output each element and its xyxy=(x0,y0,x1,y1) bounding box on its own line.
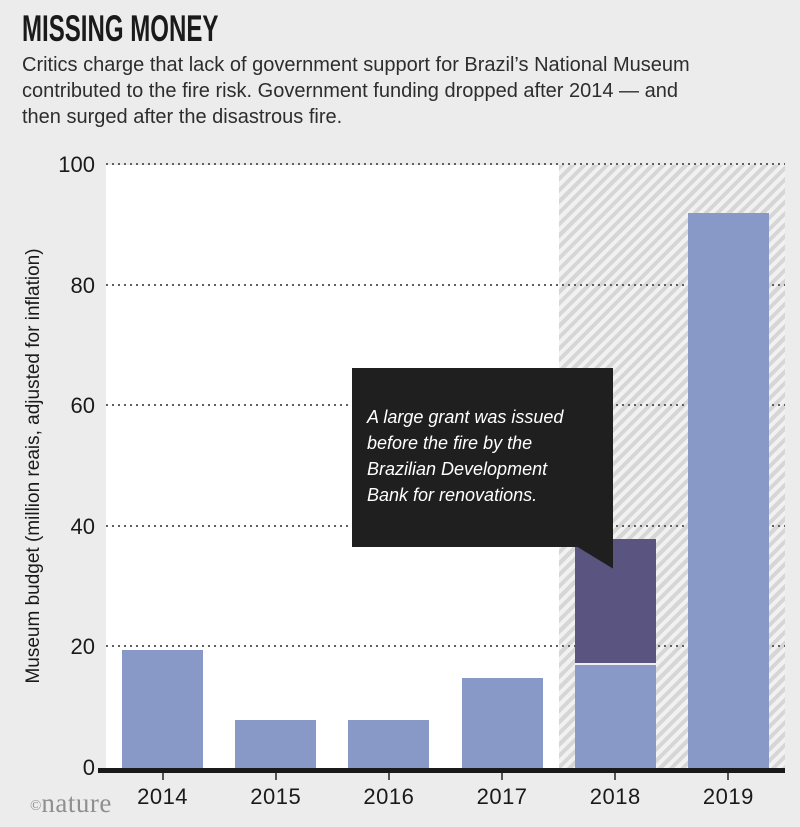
x-tick-label-2016: 2016 xyxy=(363,784,415,809)
figure-title: MISSING MONEY xyxy=(22,8,219,49)
copyright-icon: © xyxy=(30,798,42,814)
gridline-100 xyxy=(106,163,785,165)
y-tick-label-80: 80 xyxy=(70,272,95,298)
nature-logo: ©nature xyxy=(30,788,112,819)
figure-subtitle: Critics charge that lack of government s… xyxy=(22,54,690,128)
bar-2016 xyxy=(348,719,430,768)
x-tick-label-2014: 2014 xyxy=(137,784,189,809)
y-tick-label-40: 40 xyxy=(70,513,95,539)
x-tick-label-2019: 2019 xyxy=(702,784,754,809)
gridline-20 xyxy=(106,645,785,648)
y-tick-label-60: 60 xyxy=(70,393,95,419)
annotation-text: A large grant was issued before the fire… xyxy=(367,407,564,506)
bar-2018 xyxy=(574,665,656,768)
y-tick-label-0: 0 xyxy=(82,755,95,780)
bar-2014 xyxy=(122,650,204,768)
x-tick-2014 xyxy=(161,773,164,780)
bar-2015 xyxy=(235,719,317,768)
bar-2019 xyxy=(687,213,769,768)
y-tick-label-20: 20 xyxy=(70,634,95,660)
y-axis-label: Museum budget (million reais, adjusted f… xyxy=(23,248,44,684)
x-tick-label-2015: 2015 xyxy=(250,784,302,809)
annotation-callout: A large grant was issued before the fire… xyxy=(352,368,613,569)
x-tick-2017 xyxy=(501,773,504,780)
x-tick-2016 xyxy=(387,773,390,780)
x-tick-label-2018: 2018 xyxy=(589,784,641,809)
bar-2017 xyxy=(461,677,543,768)
x-tick-2015 xyxy=(274,773,277,780)
bar-2018-grant-segment xyxy=(574,538,656,666)
gridline-80 xyxy=(106,283,785,286)
x-axis-line xyxy=(98,768,785,773)
credit-name: nature xyxy=(41,788,112,818)
x-tick-2019 xyxy=(727,773,730,780)
y-tick-label-100: 100 xyxy=(58,152,95,177)
x-tick-label-2017: 2017 xyxy=(476,784,528,809)
x-tick-2018 xyxy=(614,773,617,780)
